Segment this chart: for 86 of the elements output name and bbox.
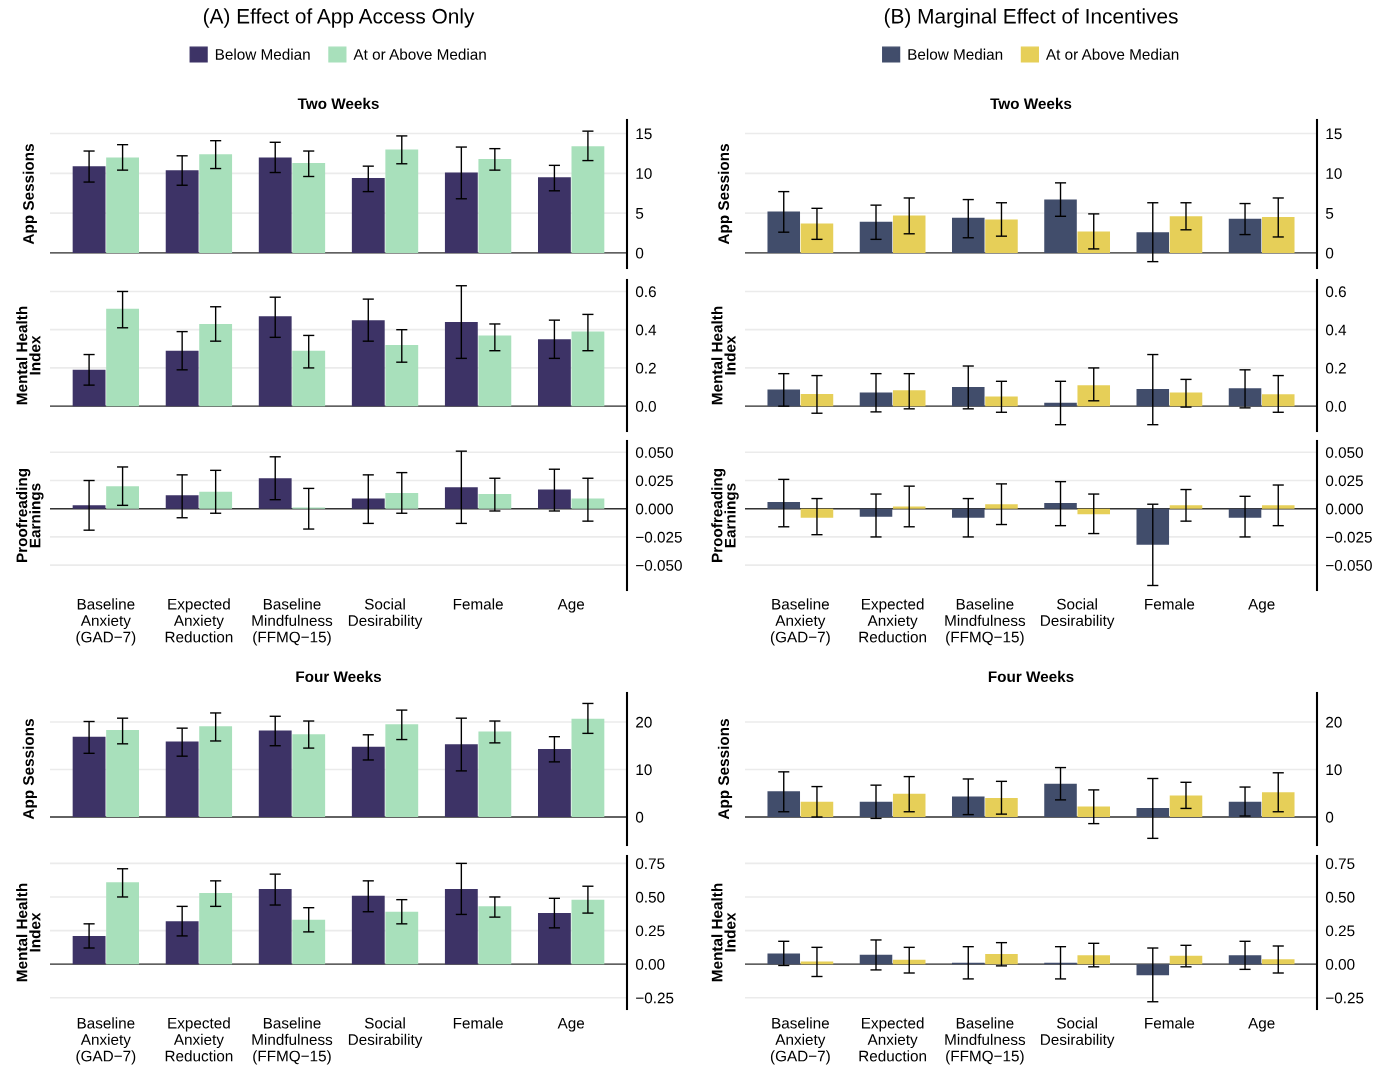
y-tick-label: 0.000 — [635, 503, 673, 515]
y-tick-label: 0.4 — [635, 324, 657, 336]
y-tick-label: 0.50 — [1325, 891, 1355, 903]
y-tick-label: −0.25 — [636, 992, 674, 1004]
y-axis-title: App Sessions — [717, 719, 733, 820]
y-tick-label: −0.025 — [636, 531, 682, 543]
x-tick-label: Baseline Mindfulness (FFMQ−15) — [945, 598, 1026, 646]
y-tick-label: 0.00 — [1325, 959, 1355, 970]
y-axis-title: App Sessions — [22, 719, 37, 820]
chart-subtitle: Two Weeks — [990, 97, 1072, 110]
y-tick-label: 0 — [1325, 247, 1334, 259]
y-tick-label: 20 — [1326, 716, 1342, 728]
y-axis-title: Proofreading Earnings — [711, 468, 739, 563]
y-tick-label: −0.050 — [1326, 560, 1372, 571]
y-tick-label: 0.2 — [1325, 362, 1346, 374]
y-tick-label: 0.050 — [635, 447, 673, 458]
x-tick-label: Baseline Anxiety (GAD−7) — [770, 1017, 830, 1065]
legend-label: At or Above Median — [353, 48, 486, 60]
y-tick-label: 0.75 — [1325, 858, 1355, 870]
y-tick-label: 0 — [635, 811, 644, 823]
x-tick-label: Baseline Mindfulness (FFMQ−15) — [945, 1017, 1026, 1065]
chart-subtitle: Four Weeks — [296, 670, 382, 683]
x-tick-label: Baseline Anxiety (GAD−7) — [770, 598, 830, 646]
chart-subtitle: Four Weeks — [988, 670, 1074, 683]
y-axis-title: Mental Health Index — [16, 883, 41, 982]
y-tick-label: 15 — [636, 128, 652, 140]
y-tick-label: 10 — [636, 168, 652, 179]
x-tick-label: Expected Anxiety Reduction — [859, 1017, 927, 1062]
x-tick-label: Baseline Anxiety (GAD−7) — [76, 1017, 136, 1065]
y-tick-label: 10 — [1326, 168, 1342, 179]
y-axis-title: App Sessions — [22, 144, 37, 245]
y-tick-label: 0.2 — [635, 362, 656, 374]
y-tick-label: 0.6 — [635, 286, 656, 298]
y-axis-title: App Sessions — [717, 144, 733, 245]
x-tick-label: Social Desirability — [348, 598, 423, 630]
y-tick-label: 0.0 — [635, 401, 656, 412]
y-axis-title: Mental Health Index — [711, 306, 736, 405]
x-tick-label: Age — [557, 1017, 585, 1032]
x-tick-label: Social Desirability — [1041, 1017, 1115, 1049]
legend-label: At or Above Median — [1045, 48, 1179, 60]
legend-label: Below Median — [215, 48, 310, 60]
y-tick-label: 10 — [636, 764, 652, 776]
x-tick-label: Female — [453, 598, 503, 610]
y-tick-label: 0.025 — [1325, 475, 1363, 487]
x-tick-label: Age — [1248, 1017, 1275, 1032]
x-tick-label: Female — [1145, 598, 1195, 610]
x-tick-label: Female — [1145, 1017, 1195, 1029]
y-tick-label: 0.4 — [1325, 324, 1347, 336]
x-tick-label: Baseline Mindfulness (FFMQ−15) — [252, 598, 333, 646]
x-tick-label: Social Desirability — [1041, 598, 1115, 630]
y-tick-label: 0.75 — [635, 858, 665, 870]
chart-title: (B) Marginal Effect of Incentives — [884, 8, 1178, 28]
x-tick-label: Baseline Mindfulness (FFMQ−15) — [252, 1017, 333, 1065]
x-tick-label: Social Desirability — [348, 1017, 423, 1049]
chart-subtitle: Two Weeks — [297, 97, 379, 110]
x-tick-label: Expected Anxiety Reduction — [165, 598, 233, 643]
y-tick-label: 0.6 — [1325, 286, 1346, 298]
y-tick-label: 10 — [1326, 764, 1342, 776]
y-tick-label: 5 — [1325, 208, 1334, 219]
y-axis-title: Mental Health Index — [711, 883, 736, 982]
y-tick-label: 0.050 — [1325, 447, 1363, 458]
y-tick-label: −0.025 — [1326, 531, 1372, 543]
y-tick-label: 0 — [1325, 811, 1334, 823]
x-tick-label: Expected Anxiety Reduction — [859, 598, 927, 643]
x-tick-label: Female — [453, 1017, 503, 1029]
y-tick-label: 0.00 — [635, 959, 665, 970]
y-tick-label: 15 — [1326, 128, 1342, 140]
legend-label: Below Median — [908, 48, 1003, 60]
chart-title: (A) Effect of App Access Only — [203, 8, 475, 28]
y-tick-label: −0.25 — [1326, 992, 1364, 1004]
y-tick-label: 0.0 — [1325, 401, 1346, 412]
y-axis-title: Mental Health Index — [16, 306, 41, 405]
y-tick-label: 0.000 — [1325, 503, 1363, 515]
y-tick-label: −0.050 — [636, 560, 682, 571]
x-tick-label: Age — [1248, 598, 1275, 613]
y-tick-label: 0.25 — [1325, 925, 1355, 937]
x-tick-label: Expected Anxiety Reduction — [165, 1017, 233, 1062]
y-tick-label: 20 — [636, 716, 652, 728]
y-tick-label: 0 — [635, 247, 644, 259]
y-axis-title: Proofreading Earnings — [16, 468, 44, 563]
y-tick-label: 0.25 — [635, 925, 665, 937]
y-tick-label: 5 — [635, 208, 644, 219]
x-tick-label: Age — [557, 598, 585, 613]
y-tick-label: 0.025 — [635, 475, 673, 487]
x-tick-label: Baseline Anxiety (GAD−7) — [76, 598, 136, 646]
y-tick-label: 0.50 — [635, 891, 665, 903]
